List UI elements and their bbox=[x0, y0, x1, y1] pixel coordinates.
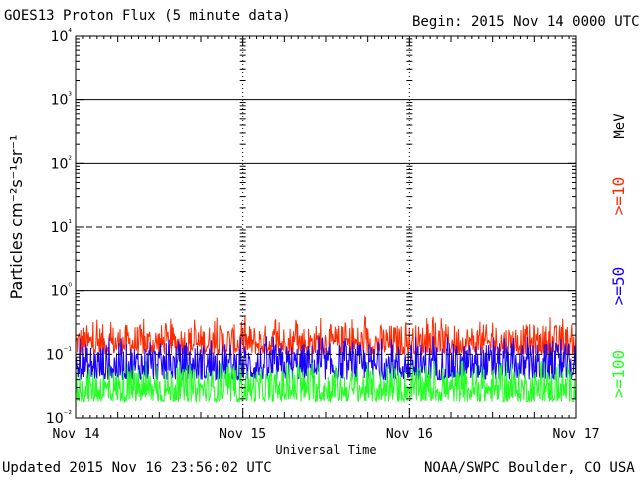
y-tick-label: 10⁴ bbox=[51, 28, 73, 45]
x-tick-label: Nov 17 bbox=[553, 427, 600, 442]
series-line-3 bbox=[75, 360, 577, 404]
x-tick-label: Nov 15 bbox=[219, 427, 266, 442]
y-tick-label: 10¹ bbox=[51, 219, 73, 236]
y-tick-label: 10⁻² bbox=[46, 410, 73, 427]
y-tick-label: 10³ bbox=[51, 92, 73, 109]
series-line-2 bbox=[75, 335, 577, 382]
chart-title: GOES13 Proton Flux (5 minute data) bbox=[4, 8, 291, 24]
series-line-1 bbox=[75, 315, 577, 357]
legend-label-3: >=100 bbox=[609, 350, 628, 398]
y-axis-label: Particles cm⁻²s⁻¹sr⁻¹ bbox=[7, 135, 26, 300]
begin-time: Begin: 2015 Nov 14 0000 UTC bbox=[412, 14, 640, 30]
x-tick-label: Nov 14 bbox=[53, 427, 100, 442]
energy-unit-label: MeV bbox=[612, 113, 628, 139]
legend-label-1: >=10 bbox=[609, 177, 628, 216]
y-tick-label: 10⁰ bbox=[51, 283, 73, 300]
updated-time: Updated 2015 Nov 16 23:56:02 UTC bbox=[2, 460, 272, 476]
y-tick-label: 10² bbox=[51, 155, 73, 172]
credit: NOAA/SWPC Boulder, CO USA bbox=[424, 460, 635, 476]
legend-label-2: >=50 bbox=[609, 267, 628, 306]
y-tick-label: 10⁻¹ bbox=[46, 346, 73, 363]
x-tick-label: Nov 16 bbox=[386, 427, 433, 442]
x-axis-label: Universal Time bbox=[275, 443, 376, 457]
